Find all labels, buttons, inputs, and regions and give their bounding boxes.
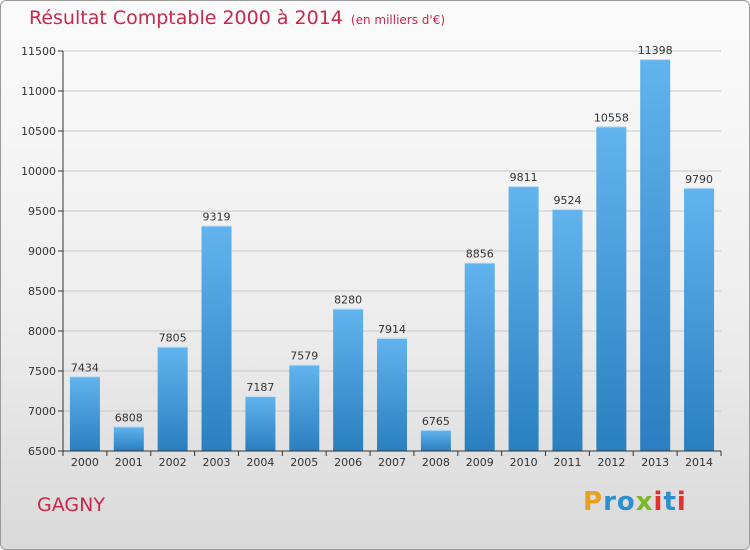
logo-letter: x xyxy=(635,487,654,517)
x-tick-label: 2011 xyxy=(553,456,581,469)
x-tick-label: 2013 xyxy=(641,456,669,469)
logo-letter: t xyxy=(663,487,677,517)
data-label: 9319 xyxy=(203,210,231,223)
y-tick-label: 11000 xyxy=(21,85,56,98)
data-label: 11398 xyxy=(638,44,673,57)
y-tick-label: 9500 xyxy=(28,205,56,218)
x-tick-label: 2001 xyxy=(115,456,143,469)
x-tick-label: 2003 xyxy=(203,456,231,469)
bar xyxy=(69,376,100,451)
data-label: 7187 xyxy=(246,381,274,394)
x-tick-label: 2005 xyxy=(290,456,318,469)
bar xyxy=(289,364,320,451)
data-label: 7579 xyxy=(290,350,318,363)
data-label: 6765 xyxy=(422,415,450,428)
data-label: 8856 xyxy=(466,248,494,261)
data-label: 6808 xyxy=(115,411,143,424)
bars xyxy=(69,59,715,452)
bar xyxy=(201,225,232,451)
y-tick-label: 10000 xyxy=(21,165,56,178)
y-tick-label: 9000 xyxy=(28,245,56,258)
data-label: 7434 xyxy=(71,361,99,374)
bar xyxy=(113,426,144,451)
data-label: 8280 xyxy=(334,294,362,307)
x-tick-label: 2009 xyxy=(466,456,494,469)
chart-title-text: Résultat Comptable 2000 à 2014 xyxy=(29,7,343,29)
y-tick-label: 11500 xyxy=(21,45,56,58)
data-labels: 7434 6808 7805 9319 7187 7579 8280 7914 6765 8856… xyxy=(71,44,713,428)
logo-letter: r xyxy=(603,487,617,517)
bar xyxy=(377,337,407,451)
data-label: 9524 xyxy=(553,194,581,207)
y-tick-label: 7000 xyxy=(28,405,56,418)
x-tick-label: 2007 xyxy=(378,456,406,469)
bar xyxy=(552,209,583,451)
y-tick-label: 10500 xyxy=(21,125,56,138)
data-label: 9790 xyxy=(685,173,713,186)
bar xyxy=(508,186,539,451)
y-tick-label: 6500 xyxy=(28,445,56,458)
x-tick-label: 2012 xyxy=(597,456,625,469)
data-label: 7805 xyxy=(159,332,187,345)
x-tick-label: 2000 xyxy=(71,456,99,469)
logo-letter: i xyxy=(653,487,664,517)
bar xyxy=(596,126,627,452)
logo-letter: i xyxy=(676,487,687,517)
bar xyxy=(245,396,276,451)
axes: 6500 7000 7500 8000 8500 9000 9500 10000 10500 11… xyxy=(21,45,722,469)
y-tick-label: 7500 xyxy=(28,365,56,378)
chart-subtitle: (en milliers d'€) xyxy=(350,13,446,27)
x-tick-label: 2008 xyxy=(422,456,450,469)
y-tick-label: 8500 xyxy=(28,285,56,298)
bar xyxy=(464,262,495,451)
bar xyxy=(640,59,671,451)
data-label: 9811 xyxy=(510,171,538,184)
x-tick-label: 2014 xyxy=(685,456,713,469)
x-tick-label: 2002 xyxy=(159,456,187,469)
logo-letter: P xyxy=(583,487,604,517)
y-tick-label: 8000 xyxy=(28,325,56,338)
data-label: 10558 xyxy=(594,111,629,124)
city-label: GAGNY xyxy=(37,494,105,516)
bar xyxy=(420,429,451,451)
x-tick-label: 2006 xyxy=(334,456,362,469)
bar xyxy=(333,308,364,451)
proxiti-logo[interactable]: Proxiti xyxy=(583,487,687,517)
chart-title: Résultat Comptable 2000 à 2014 (en millie… xyxy=(29,7,445,29)
x-tick-label: 2004 xyxy=(246,456,274,469)
bar xyxy=(684,187,715,452)
bar xyxy=(157,346,188,451)
logo-letter: o xyxy=(616,487,636,517)
x-tick-label: 2010 xyxy=(510,456,538,469)
data-label: 7914 xyxy=(378,323,406,336)
